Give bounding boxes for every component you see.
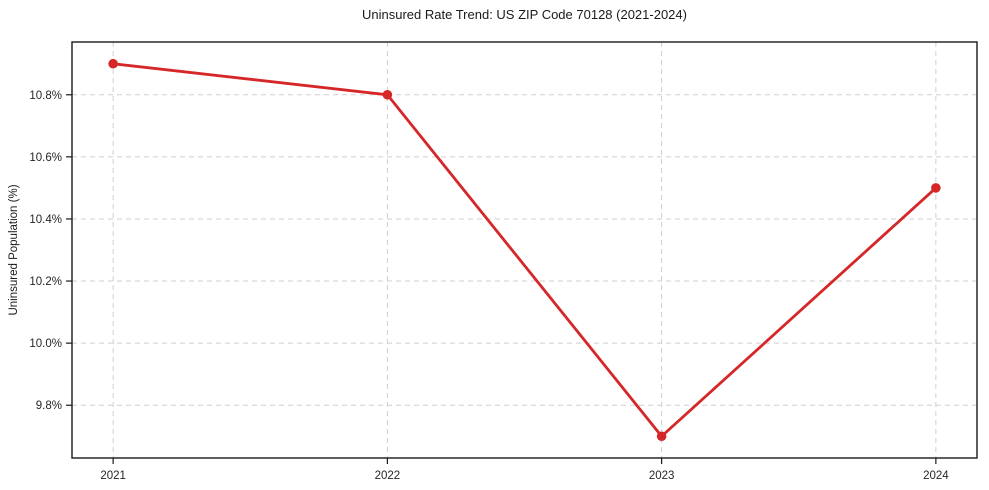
y-tick-label: 10.2%: [29, 276, 62, 288]
x-tick-label: 2022: [375, 470, 401, 482]
x-tick-label: 2024: [923, 470, 949, 482]
data-point-marker: [382, 89, 393, 100]
data-point-marker: [108, 58, 118, 69]
y-tick-label: 10.0%: [29, 338, 62, 350]
data-point-marker: [656, 431, 667, 442]
x-tick-label: 2023: [649, 470, 675, 482]
y-tick-label: 10.8%: [29, 90, 62, 102]
y-tick-label: 9.8%: [36, 400, 62, 412]
axes-spines: [71, 41, 978, 459]
y-tick-label: 10.4%: [29, 214, 62, 226]
data-point-marker: [931, 183, 941, 193]
y-tick-label: 10.6%: [29, 152, 62, 164]
x-tick-label: 2021: [100, 470, 126, 482]
trend-line: [111, 62, 938, 438]
chart-title: Uninsured Rate Trend: US ZIP Code 70128 …: [362, 7, 687, 22]
